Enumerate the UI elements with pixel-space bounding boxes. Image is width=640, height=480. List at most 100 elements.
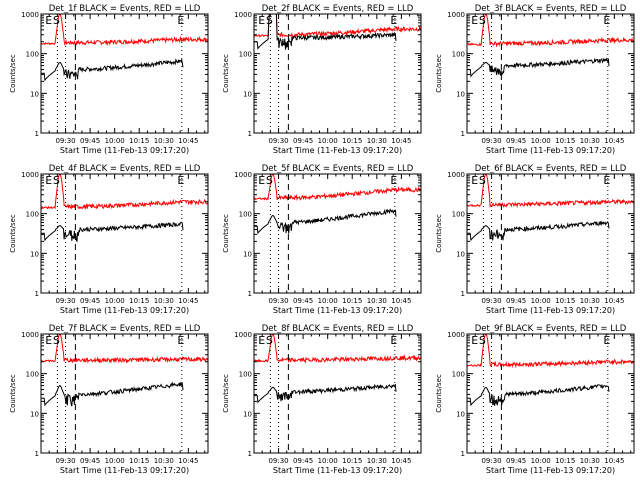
marker-label: E <box>390 174 397 187</box>
x-tick-label: 10:00 <box>531 137 551 145</box>
y-tick-label: 10 <box>456 250 465 258</box>
marker-label: E <box>471 334 478 347</box>
y-tick-label: 1 <box>461 130 465 138</box>
y-tick-label: 1000 <box>447 11 465 19</box>
marker-label: S <box>479 334 486 347</box>
series-line-events <box>467 57 610 78</box>
marker-label: E <box>45 334 52 347</box>
series-line-events <box>254 14 397 50</box>
series-line-lld <box>254 14 421 39</box>
series-line-events <box>467 220 610 242</box>
x-tick-label: 10:00 <box>105 137 125 145</box>
y-tick-label: 1 <box>461 290 465 298</box>
y-tick-label: 1 <box>35 130 39 138</box>
axes-frame <box>253 333 422 454</box>
x-tick-label: 10:15 <box>342 457 362 465</box>
marker-label: S <box>479 14 486 27</box>
y-tick-label: 100 <box>452 211 465 219</box>
x-tick-label: 10:00 <box>531 297 551 305</box>
y-tick-label: 10 <box>243 410 252 418</box>
plot-area <box>467 174 634 242</box>
x-tick-label: 09:30 <box>481 137 501 145</box>
axes-frame <box>40 13 209 134</box>
y-tick-label: 100 <box>239 51 252 59</box>
series-line-lld <box>467 174 634 209</box>
plot-area <box>41 14 208 82</box>
chart-title: Det_2f BLACK = Events, RED = LLD <box>262 4 414 14</box>
series-line-events <box>41 57 184 82</box>
series-line-events <box>467 384 610 407</box>
plot-area <box>254 174 421 235</box>
x-tick-label: 10:30 <box>154 457 174 465</box>
x-axis-label: Start Time (11-Feb-13 09:17:20) <box>273 146 402 155</box>
marker-label: S <box>266 174 273 187</box>
plot-area <box>254 334 421 404</box>
marker-label: E <box>390 334 397 347</box>
x-tick-label: 10:00 <box>531 457 551 465</box>
y-axis-label: Counts/sec <box>435 214 443 253</box>
series-line-lld <box>467 334 634 369</box>
x-tick-label: 09:30 <box>55 457 75 465</box>
marker-label: E <box>603 174 610 187</box>
x-tick-label: 10:30 <box>580 137 600 145</box>
x-tick-label: 10:45 <box>604 137 624 145</box>
series-line-lld <box>254 174 421 202</box>
x-tick-label: 10:15 <box>555 457 575 465</box>
x-tick-label: 10:15 <box>342 137 362 145</box>
axes-frame <box>466 333 635 454</box>
series-line-lld <box>41 334 208 364</box>
series-line-events <box>254 383 397 404</box>
y-tick-label: 10 <box>30 410 39 418</box>
x-tick-label: 10:15 <box>555 137 575 145</box>
y-tick-label: 10 <box>243 90 252 98</box>
axes-frame <box>40 173 209 294</box>
marker-label: E <box>45 14 52 27</box>
marker-label: S <box>53 14 60 27</box>
y-tick-label: 1000 <box>21 331 39 339</box>
y-axis-label: Counts/sec <box>222 374 230 413</box>
x-tick-label: 10:15 <box>129 297 149 305</box>
y-tick-label: 100 <box>26 371 39 379</box>
chart-title: Det_4f BLACK = Events, RED = LLD <box>49 164 201 174</box>
y-tick-label: 100 <box>452 51 465 59</box>
x-tick-label: 10:30 <box>154 297 174 305</box>
x-tick-label: 09:45 <box>506 297 526 305</box>
x-tick-label: 10:45 <box>178 297 198 305</box>
y-axis-label: Counts/sec <box>222 214 230 253</box>
series-line-lld <box>467 14 634 48</box>
y-tick-label: 1 <box>248 130 252 138</box>
x-axis-label: Start Time (11-Feb-13 09:17:20) <box>60 306 189 315</box>
x-tick-label: 10:30 <box>580 457 600 465</box>
chart-title: Det_9f BLACK = Events, RED = LLD <box>475 324 627 334</box>
y-tick-label: 10 <box>243 250 252 258</box>
x-tick-label: 09:45 <box>506 137 526 145</box>
x-tick-label: 09:45 <box>80 137 100 145</box>
axes-frame <box>40 333 209 454</box>
x-tick-label: 09:30 <box>481 457 501 465</box>
x-axis-label: Start Time (11-Feb-13 09:17:20) <box>273 306 402 315</box>
y-tick-label: 1000 <box>234 331 252 339</box>
x-tick-label: 09:30 <box>268 297 288 305</box>
chart-title: Det_8f BLACK = Events, RED = LLD <box>262 324 414 334</box>
x-axis-label: Start Time (11-Feb-13 09:17:20) <box>60 466 189 475</box>
x-tick-label: 09:45 <box>80 297 100 305</box>
x-axis-label: Start Time (11-Feb-13 09:17:20) <box>486 146 615 155</box>
chart-title: Det_3f BLACK = Events, RED = LLD <box>475 4 627 14</box>
x-tick-label: 10:00 <box>105 457 125 465</box>
y-tick-label: 1000 <box>234 171 252 179</box>
y-tick-label: 1000 <box>234 11 252 19</box>
plot-area <box>467 334 634 407</box>
x-tick-label: 09:30 <box>268 457 288 465</box>
x-tick-label: 09:45 <box>80 457 100 465</box>
x-tick-label: 10:45 <box>604 297 624 305</box>
marker-label: E <box>471 174 478 187</box>
marker-label: E <box>471 14 478 27</box>
y-axis-label: Counts/sec <box>9 214 17 253</box>
series-line-lld <box>254 334 421 364</box>
